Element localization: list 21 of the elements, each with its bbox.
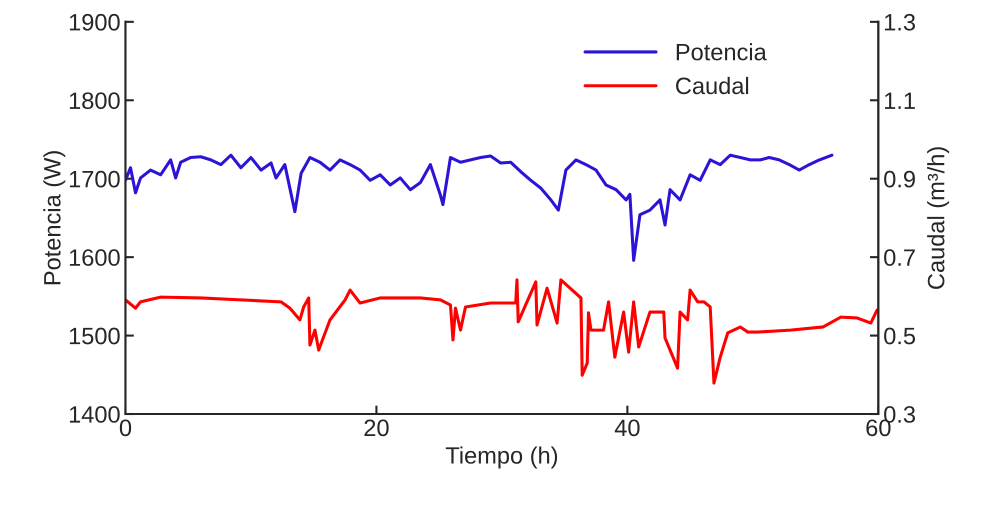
y2-tick-label: 1.3 <box>884 14 915 31</box>
x-axis-title: Tiempo (h) <box>446 446 558 468</box>
x-tick-label: 0 <box>120 420 132 436</box>
y-tick-label: 1900 <box>70 14 120 31</box>
y-tick-label: 1400 <box>70 406 120 423</box>
y2-axis-title: Caudal (m³/h) <box>927 147 950 289</box>
y2-tick-label: 0.7 <box>884 249 915 266</box>
y-tick-label: 1700 <box>70 170 120 188</box>
y-tick-label: 1600 <box>70 249 120 266</box>
y-axis-title: Potencia (W) <box>43 151 66 284</box>
y2-tick-label: 0.5 <box>884 328 916 344</box>
y2-tick-label: 0.9 <box>884 170 915 188</box>
line-series <box>125 278 878 385</box>
legend-label: Potencia <box>676 43 767 60</box>
legend-label: Caudal <box>676 76 748 94</box>
x-tick-label: 40 <box>614 420 640 436</box>
line-series <box>125 154 834 262</box>
y-tick-label: 1500 <box>70 328 120 344</box>
y-tick-label: 1800 <box>70 92 120 110</box>
y2-tick-label: 1.1 <box>884 92 915 109</box>
x-tick-label: 20 <box>364 420 389 436</box>
